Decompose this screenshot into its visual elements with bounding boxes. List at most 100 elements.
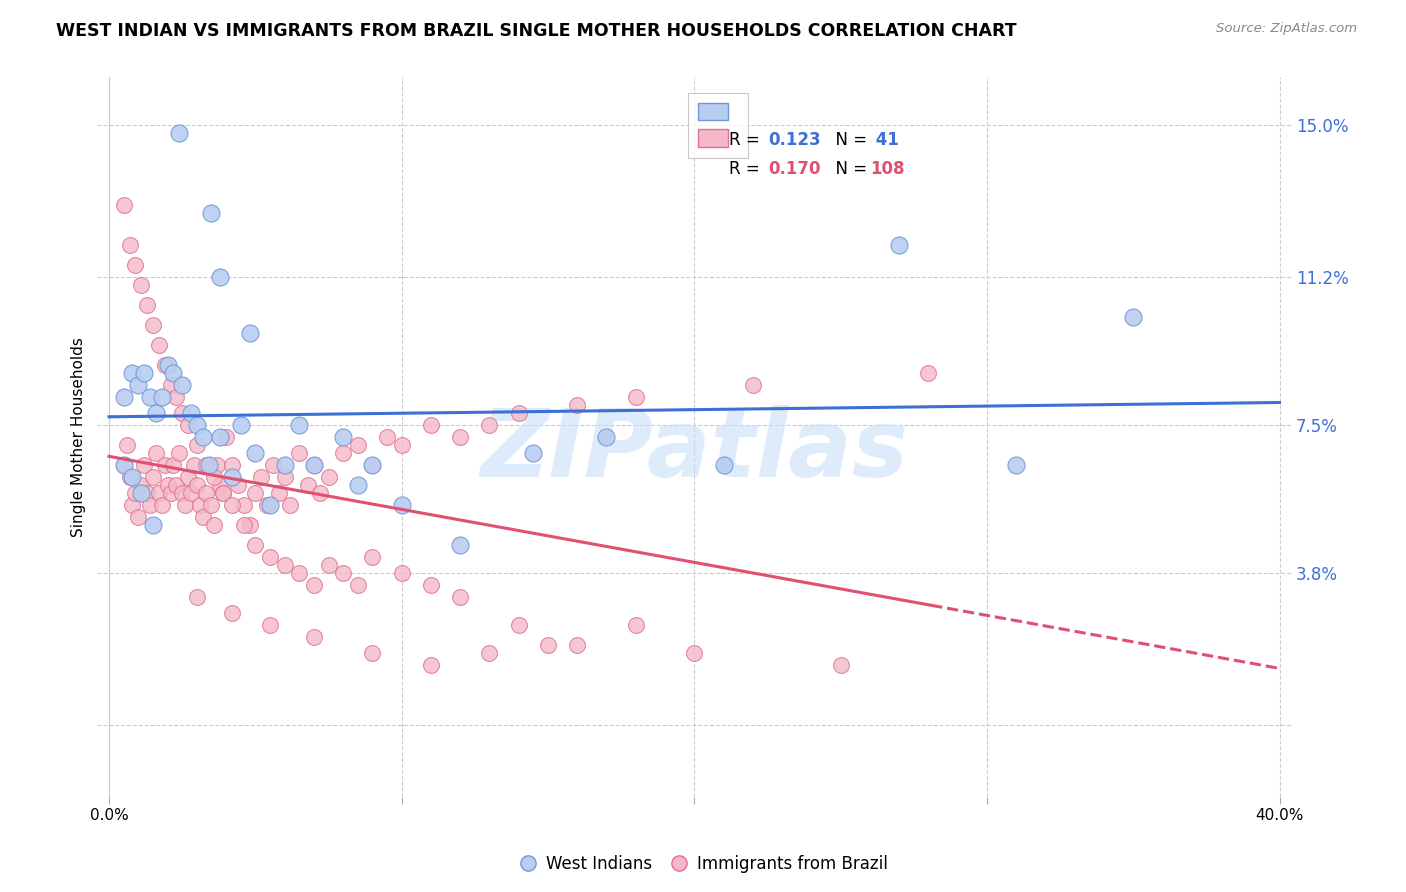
Point [207,458,229,472]
Point [129,478,152,492]
Point [209,430,232,444]
Point [361,458,384,472]
Point [159,378,181,392]
Point [449,590,471,604]
Point [191,510,214,524]
Point [150,498,173,512]
Point [215,430,238,444]
Point [229,418,252,433]
Point [197,458,219,472]
Point [183,458,205,472]
Point [273,458,295,472]
Point [256,498,278,512]
Point [1005,458,1028,472]
Point [209,478,232,492]
Point [361,646,384,660]
Point [156,478,179,492]
Point [302,458,325,472]
Point [332,430,354,444]
Point [139,390,162,404]
Point [112,458,135,472]
Point [145,446,167,460]
Point [180,486,202,500]
Point [162,366,184,380]
Point [197,458,219,472]
Point [142,518,165,533]
Point [375,430,398,444]
Point [134,458,156,472]
Point [174,498,197,512]
Point [713,458,735,472]
Point [391,498,413,512]
Point [169,446,191,460]
Point [567,398,589,412]
Point [172,378,194,392]
Point [186,590,208,604]
Point [142,318,165,333]
Point [419,657,441,672]
Point [169,127,191,141]
Point [186,478,208,492]
Point [449,538,471,552]
Y-axis label: Single Mother Households: Single Mother Households [72,337,86,537]
Point [202,470,225,484]
Point [273,470,295,484]
Point [346,438,368,452]
Legend: , : , [688,93,748,158]
Text: R =: R = [730,131,765,149]
Point [150,390,173,404]
Point [302,630,325,644]
Point [346,578,368,592]
Point [262,458,284,472]
Point [129,486,152,500]
Point [148,486,170,500]
Point [165,478,187,492]
Point [238,518,260,533]
Point [522,446,544,460]
Point [180,406,202,420]
Point [537,638,560,652]
Point [194,486,217,500]
Point [361,549,384,564]
Point [186,438,208,452]
Point [148,338,170,352]
Point [741,378,763,392]
Point [624,618,647,632]
Point [221,458,243,472]
Point [238,326,260,341]
Text: 108: 108 [870,160,904,178]
Point [221,606,243,620]
Point [221,470,243,484]
Legend: West Indians, Immigrants from Brazil: West Indians, Immigrants from Brazil [512,848,894,880]
Point [391,438,413,452]
Point [226,478,249,492]
Point [124,486,146,500]
Point [232,518,254,533]
Point [162,458,184,472]
Point [478,646,501,660]
Point [245,538,267,552]
Point [391,566,413,580]
Point [142,470,165,484]
Point [188,498,211,512]
Point [209,270,232,285]
Point [332,566,354,580]
Point [221,498,243,512]
Text: Source: ZipAtlas.com: Source: ZipAtlas.com [1216,22,1357,36]
Point [134,366,156,380]
Point [308,486,330,500]
Point [280,498,302,512]
Point [129,278,152,293]
Point [136,486,159,500]
Text: 41: 41 [870,131,898,149]
Point [191,430,214,444]
Text: WEST INDIAN VS IMMIGRANTS FROM BRAZIL SINGLE MOTHER HOUSEHOLDS CORRELATION CHART: WEST INDIAN VS IMMIGRANTS FROM BRAZIL SI… [56,22,1017,40]
Point [624,390,647,404]
Point [232,498,254,512]
Point [508,406,530,420]
Point [118,470,141,484]
Point [595,430,617,444]
Point [302,458,325,472]
Point [302,578,325,592]
Text: 0.170: 0.170 [769,160,821,178]
